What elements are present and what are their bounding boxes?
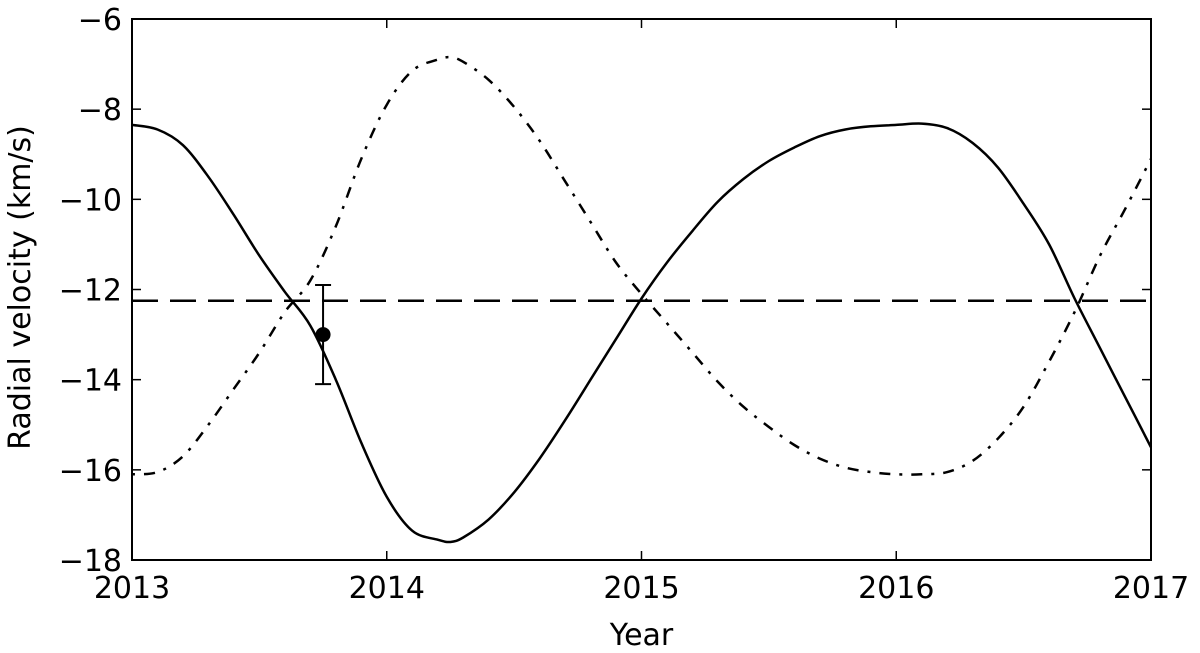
y-tick-labels: −18 −16 −14 −12 −10 −8 −6	[59, 3, 122, 579]
y-tick-label: −14	[59, 364, 122, 399]
x-tick-label: 2017	[1113, 571, 1189, 606]
y-tick-label: −16	[59, 454, 122, 489]
data-point	[315, 327, 331, 343]
plot-lines	[131, 55, 1153, 544]
y-tick-label: −18	[59, 544, 122, 579]
y-tick-label: −12	[59, 274, 122, 309]
y-tick-label: −8	[78, 93, 122, 128]
plot-points	[315, 283, 332, 386]
ticks	[131, 18, 1152, 561]
x-axis-title: Year	[609, 618, 674, 653]
y-tick-label: −6	[78, 3, 122, 38]
x-tick-label: 2015	[603, 571, 679, 606]
x-tick-label: 2014	[349, 571, 425, 606]
x-tick-label: 2013	[94, 571, 170, 606]
series-line-dash-dot	[131, 55, 1153, 476]
y-tick-label: −10	[59, 183, 122, 218]
x-tick-label: 2016	[858, 571, 934, 606]
x-tick-labels: 2013 2014 2015 2016 2017	[94, 571, 1189, 606]
series-line-solid	[131, 122, 1153, 544]
y-axis-title: Radial velocity (km/s)	[3, 125, 38, 450]
plot-frame	[131, 18, 1152, 561]
